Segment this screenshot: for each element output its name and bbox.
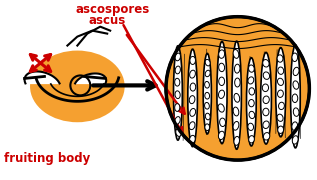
Ellipse shape [205,113,210,120]
Ellipse shape [247,58,256,146]
Ellipse shape [249,111,255,119]
Ellipse shape [249,136,254,143]
Ellipse shape [249,100,254,107]
Ellipse shape [219,77,225,85]
Ellipse shape [291,45,300,148]
Ellipse shape [173,46,182,140]
Ellipse shape [263,96,269,104]
Ellipse shape [277,114,283,121]
Ellipse shape [204,82,210,88]
Polygon shape [75,73,106,83]
Ellipse shape [263,132,270,140]
Ellipse shape [204,102,209,109]
Ellipse shape [189,96,195,104]
Ellipse shape [233,50,239,58]
Ellipse shape [175,117,180,124]
Ellipse shape [292,122,298,130]
Ellipse shape [218,104,224,112]
Text: ascus: ascus [88,14,126,27]
Ellipse shape [248,77,254,84]
Ellipse shape [293,67,299,76]
Ellipse shape [277,78,283,86]
Ellipse shape [188,49,197,147]
Ellipse shape [205,59,210,66]
Text: ascospores: ascospores [75,3,150,16]
Ellipse shape [292,53,298,62]
Ellipse shape [279,102,284,110]
Ellipse shape [232,41,241,149]
Circle shape [166,17,309,160]
Ellipse shape [175,66,180,74]
Ellipse shape [219,63,225,72]
Ellipse shape [233,122,239,130]
Ellipse shape [248,123,254,130]
Ellipse shape [293,81,299,89]
Ellipse shape [205,70,210,77]
Ellipse shape [176,129,181,136]
Ellipse shape [249,88,255,95]
Ellipse shape [278,67,284,74]
Ellipse shape [262,84,268,92]
Ellipse shape [217,41,227,144]
Ellipse shape [263,121,269,129]
Ellipse shape [189,122,195,130]
Ellipse shape [293,108,299,116]
Text: fruiting body: fruiting body [4,152,90,165]
Ellipse shape [220,118,225,127]
Ellipse shape [175,104,180,111]
Ellipse shape [219,50,225,58]
Ellipse shape [175,91,180,99]
Ellipse shape [277,90,283,97]
Ellipse shape [235,64,240,73]
Ellipse shape [276,48,286,137]
Ellipse shape [190,70,195,78]
Ellipse shape [278,126,284,133]
Ellipse shape [263,72,269,79]
Ellipse shape [175,53,180,61]
Ellipse shape [235,78,240,87]
Ellipse shape [292,94,298,103]
Ellipse shape [205,124,210,130]
Ellipse shape [263,108,269,116]
Ellipse shape [218,131,224,140]
Ellipse shape [261,52,271,144]
Ellipse shape [233,107,239,116]
Ellipse shape [234,93,240,102]
Ellipse shape [203,53,211,134]
Ellipse shape [30,51,125,122]
Ellipse shape [190,135,195,143]
Ellipse shape [263,60,269,67]
Ellipse shape [190,83,196,91]
Ellipse shape [234,136,240,145]
Ellipse shape [218,90,224,98]
Ellipse shape [190,109,196,116]
Ellipse shape [190,56,196,64]
Ellipse shape [249,65,254,72]
Polygon shape [25,71,60,83]
Ellipse shape [175,78,180,86]
Ellipse shape [292,136,298,144]
Ellipse shape [277,55,283,62]
Ellipse shape [205,92,210,99]
